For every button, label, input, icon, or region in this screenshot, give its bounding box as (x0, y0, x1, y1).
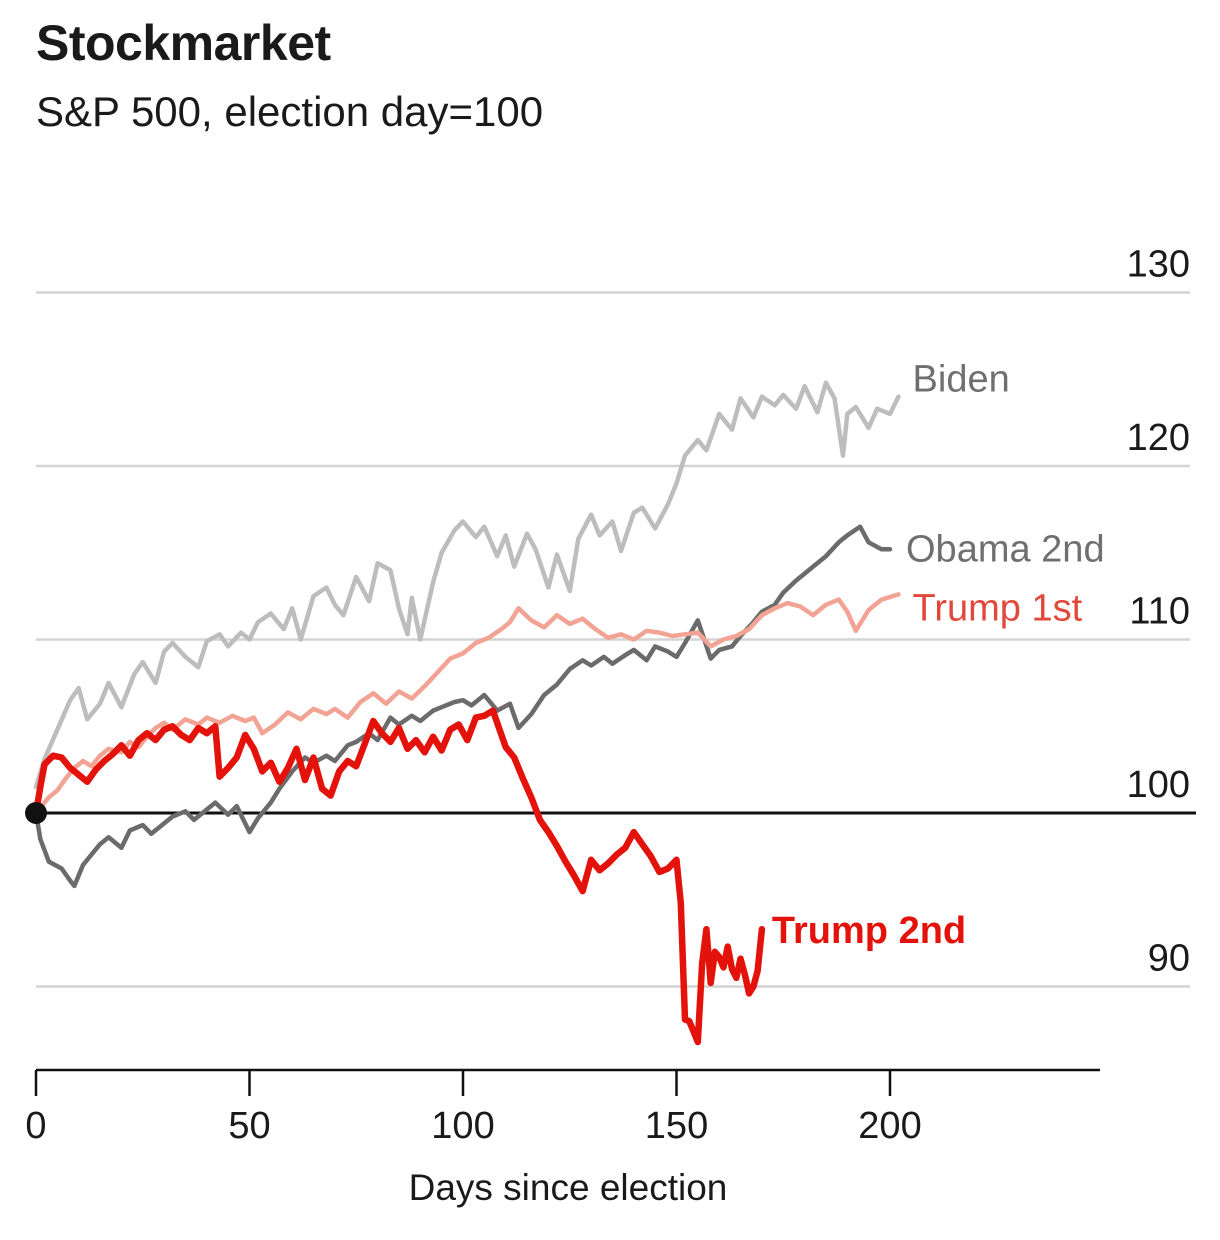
x-tick-label-100: 100 (431, 1105, 494, 1147)
series-label-trump-2nd: Trump 2nd (772, 910, 966, 952)
line-obama-2nd (33, 524, 893, 889)
x-axis-title: Days since election (409, 1167, 728, 1208)
gridlines (36, 291, 1196, 988)
chart-title: Stockmarket (36, 15, 331, 71)
y-tick-label-90: 90 (1148, 938, 1190, 980)
origin-dot (25, 802, 47, 824)
y-tick-label-120: 120 (1127, 417, 1190, 459)
x-tick-label-200: 200 (858, 1105, 921, 1147)
x-tick-label-150: 150 (645, 1105, 708, 1147)
series-lines (25, 380, 901, 1046)
x-axis: 0 50 100 150 200 (25, 1068, 1100, 1147)
y-axis-labels: 90 100 110 120 130 (1127, 244, 1190, 980)
y-tick-label-110: 110 (1129, 591, 1190, 633)
line-biden (33, 380, 901, 790)
x-tick-label-0: 0 (25, 1105, 46, 1147)
series-label-obama-2nd: Obama 2nd (906, 528, 1105, 570)
chart-subtitle: S&P 500, election day=100 (36, 88, 544, 135)
y-tick-label-100: 100 (1127, 764, 1190, 806)
series-label-biden: Biden (913, 359, 1010, 401)
line-trump-2nd (32, 707, 766, 1046)
y-tick-label-130: 130 (1127, 244, 1190, 286)
series-label-trump-1st: Trump 1st (913, 587, 1083, 629)
x-tick-label-50: 50 (228, 1105, 270, 1147)
series-labels: Biden Obama 2nd Trump 1st Trump 2nd (772, 359, 1105, 953)
